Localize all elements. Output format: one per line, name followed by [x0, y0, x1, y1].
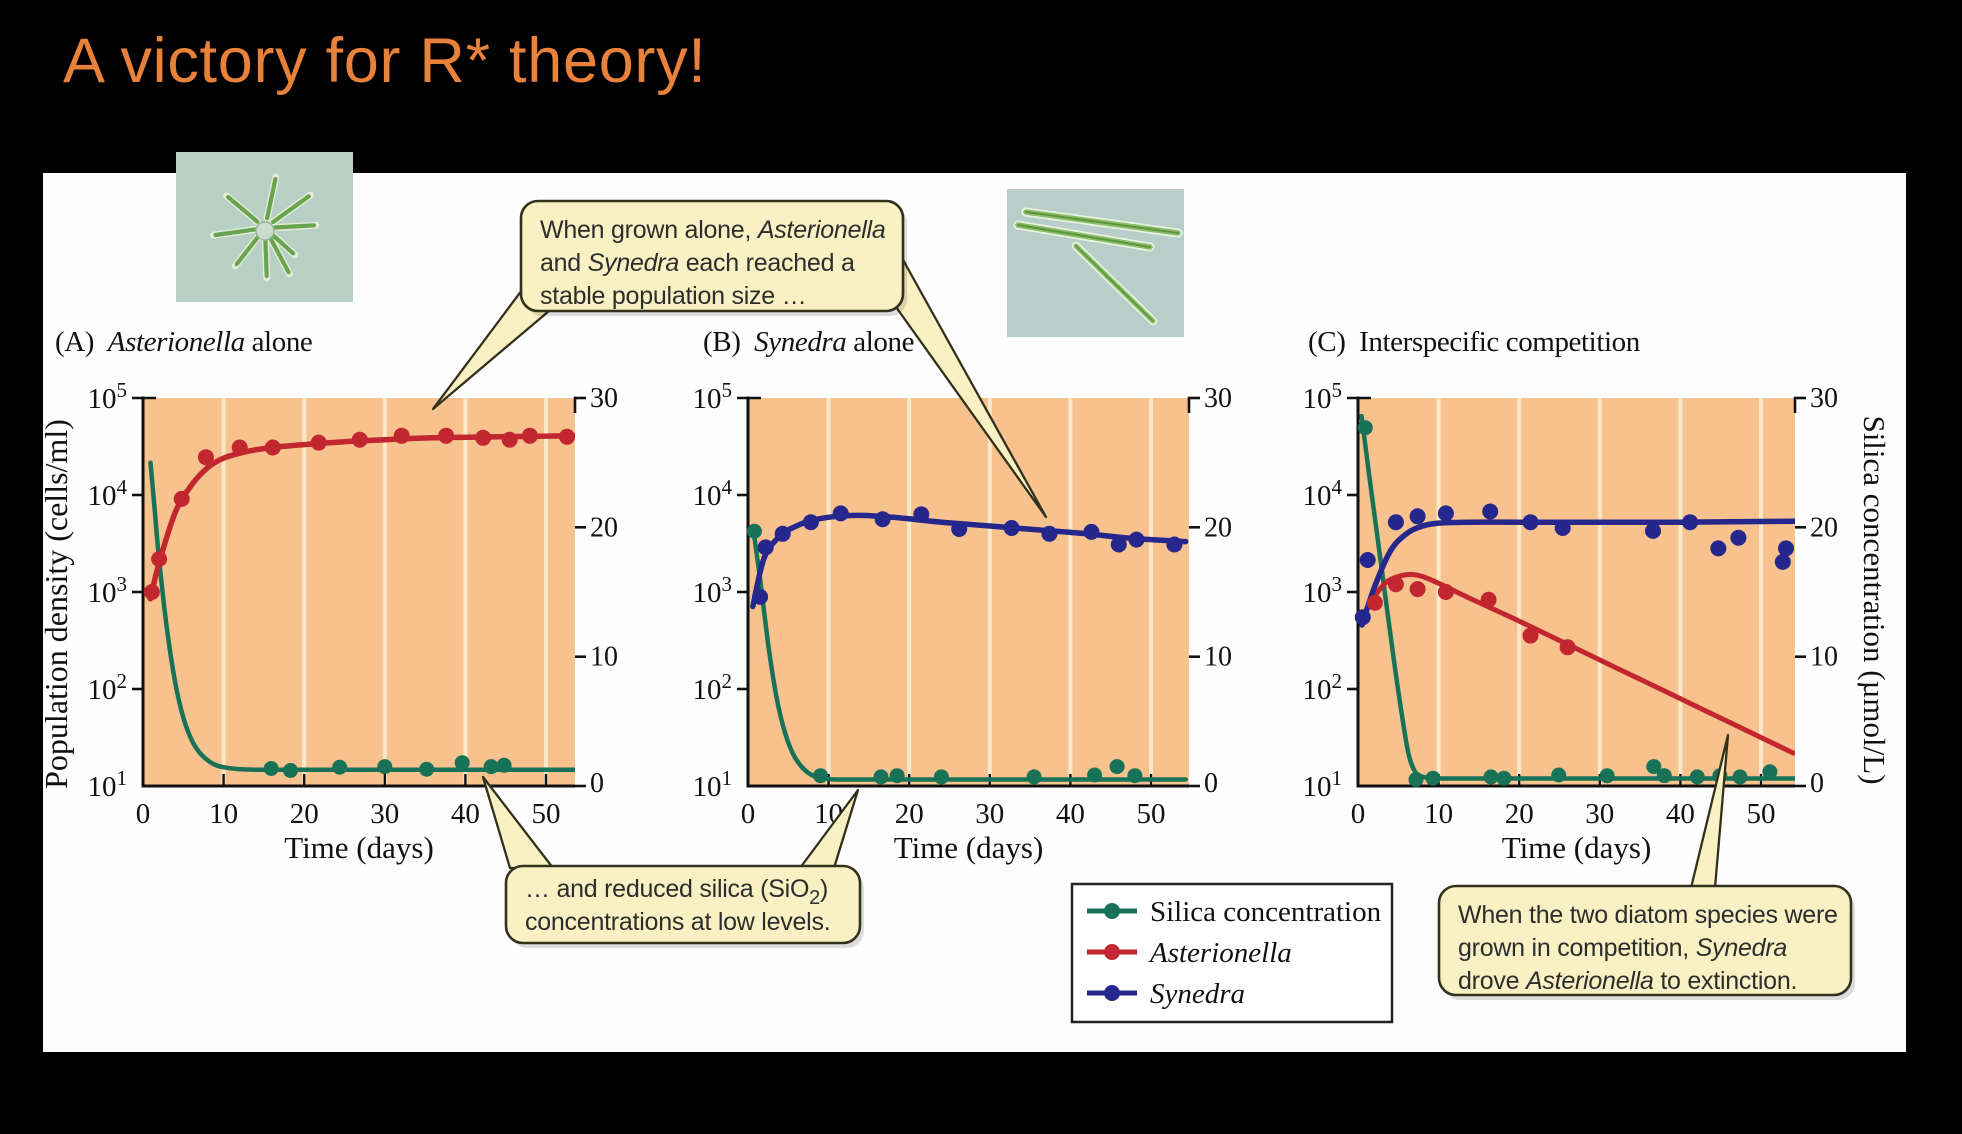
svg-text:103: 103	[1303, 572, 1343, 609]
svg-text:10: 10	[1424, 798, 1453, 830]
svg-text:0: 0	[136, 798, 151, 830]
svg-text:10: 10	[1810, 642, 1838, 673]
svg-text:104: 104	[693, 475, 733, 512]
svg-text:10: 10	[209, 798, 238, 830]
svg-text:Population density (cells/ml): Population density (cells/ml)	[38, 419, 74, 789]
svg-text:Time (days): Time (days)	[284, 830, 434, 865]
svg-text:50: 50	[1137, 798, 1166, 830]
svg-text:0: 0	[590, 768, 604, 799]
svg-text:20: 20	[895, 798, 924, 830]
svg-text:and Synedra each reached a: and Synedra each reached a	[540, 249, 855, 277]
svg-text:20: 20	[290, 798, 319, 830]
svg-text:Synedra: Synedra	[1150, 978, 1245, 1010]
svg-text:30: 30	[1585, 798, 1614, 830]
svg-text:101: 101	[1303, 766, 1343, 803]
svg-text:105: 105	[1303, 378, 1343, 415]
svg-text:104: 104	[88, 475, 128, 512]
svg-text:grown in competition, Synedra: grown in competition, Synedra	[1458, 934, 1787, 962]
svg-text:30: 30	[370, 798, 399, 830]
svg-text:0: 0	[1204, 768, 1218, 799]
svg-text:(B) Synedra alone: (B) Synedra alone	[703, 326, 914, 358]
svg-text:Silica concentration: Silica concentration	[1150, 896, 1382, 928]
svg-text:105: 105	[88, 378, 128, 415]
svg-text:50: 50	[1747, 798, 1776, 830]
svg-text:When grown alone, Asterionella: When grown alone, Asterionella	[540, 216, 886, 244]
svg-text:Time (days): Time (days)	[1502, 830, 1652, 865]
svg-text:stable population size …: stable population size …	[540, 282, 806, 310]
svg-text:0: 0	[741, 798, 756, 830]
svg-text:103: 103	[88, 572, 128, 609]
svg-text:40: 40	[1666, 798, 1695, 830]
svg-text:(C) Interspecific competition: (C) Interspecific competition	[1308, 326, 1641, 358]
svg-text:40: 40	[1056, 798, 1085, 830]
svg-text:50: 50	[532, 798, 561, 830]
svg-text:101: 101	[88, 766, 128, 803]
svg-text:20: 20	[1505, 798, 1534, 830]
svg-text:drove Asterionella to extincti: drove Asterionella to extinction.	[1458, 967, 1797, 995]
svg-text:30: 30	[590, 383, 618, 414]
svg-text:(A) Asterionella alone: (A) Asterionella alone	[55, 326, 312, 358]
svg-text:105: 105	[693, 378, 733, 415]
svg-text:102: 102	[88, 669, 128, 706]
svg-text:concentrations at low levels.: concentrations at low levels.	[525, 908, 830, 936]
svg-text:Asterionella: Asterionella	[1148, 937, 1292, 969]
svg-text:Time (days): Time (days)	[894, 830, 1044, 865]
svg-text:20: 20	[590, 512, 618, 543]
svg-text:0: 0	[1351, 798, 1366, 830]
svg-text:30: 30	[975, 798, 1004, 830]
svg-text:20: 20	[1204, 512, 1232, 543]
svg-text:30: 30	[1810, 383, 1838, 414]
svg-text:102: 102	[693, 669, 733, 706]
svg-text:When the two diatom species we: When the two diatom species were	[1458, 901, 1838, 929]
svg-text:102: 102	[1303, 669, 1343, 706]
svg-text:20: 20	[1810, 512, 1838, 543]
svg-text:101: 101	[693, 766, 733, 803]
svg-text:40: 40	[451, 798, 480, 830]
svg-text:10: 10	[1204, 642, 1232, 673]
svg-text:104: 104	[1303, 475, 1343, 512]
svg-text:10: 10	[590, 642, 618, 673]
svg-text:30: 30	[1204, 383, 1232, 414]
svg-text:Silica concentration (µmol/L): Silica concentration (µmol/L)	[1857, 415, 1892, 784]
svg-text:0: 0	[1810, 768, 1824, 799]
svg-text:103: 103	[693, 572, 733, 609]
